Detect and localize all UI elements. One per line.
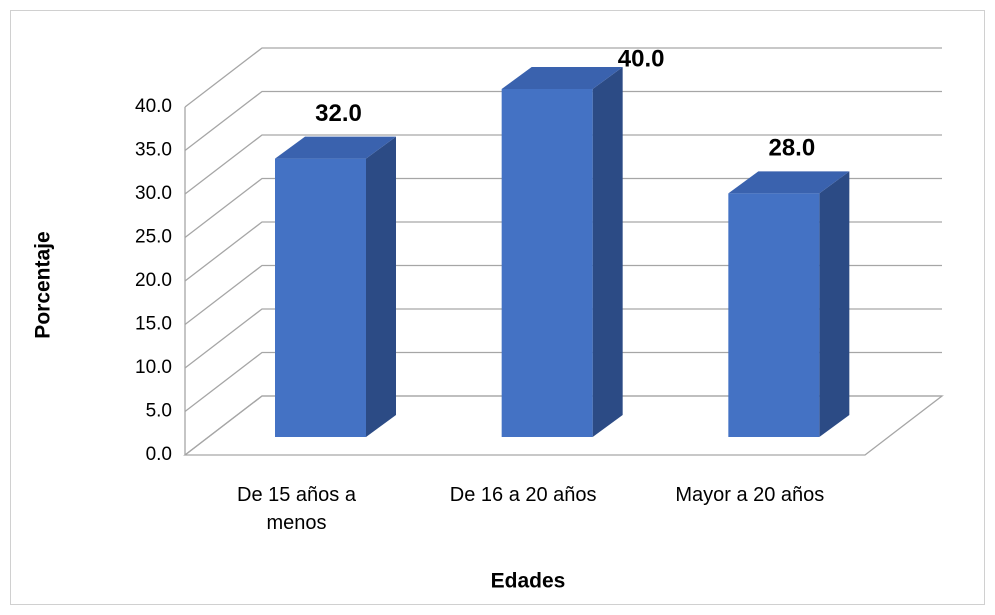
grid-line [184, 351, 942, 413]
y-tick-label: 15.0 [135, 314, 172, 335]
grid-line [184, 264, 942, 326]
bar-top [275, 136, 396, 159]
bar [501, 89, 593, 437]
y-tick-label: 0.0 [146, 444, 172, 465]
grid-line [184, 308, 942, 369]
y-tick-label: 35.0 [135, 140, 172, 161]
bar [728, 193, 820, 437]
bar-top [501, 67, 623, 89]
grid-line [184, 177, 942, 239]
data-label: 32.0 [315, 100, 362, 127]
y-tick-label: 25.0 [135, 227, 172, 248]
bar-side [366, 136, 396, 437]
y-tick-label: 10.0 [135, 357, 172, 378]
grid-line [184, 90, 942, 152]
y-tick-label: 40.0 [135, 96, 172, 117]
grid-line [184, 395, 942, 456]
y-tick-label: 20.0 [135, 270, 172, 291]
bar [275, 158, 366, 437]
x-axis-title: Edades [491, 570, 566, 593]
grid-line [184, 221, 942, 282]
bar-side [819, 171, 850, 437]
grid-line [184, 134, 942, 195]
data-label: 40.0 [618, 45, 665, 72]
y-tick-label: 5.0 [146, 401, 172, 422]
x-tick-label: De 15 años a menos [237, 484, 356, 534]
x-tick-label: Mayor a 20 años [675, 484, 825, 506]
bar-top [728, 171, 850, 194]
x-tick-label: De 16 a 20 años [449, 484, 597, 506]
bar-side [592, 67, 623, 437]
data-label: 28.0 [768, 135, 815, 162]
y-tick-label: 30.0 [135, 183, 172, 204]
y-axis-title: Porcentaje [32, 231, 55, 338]
grid-line [184, 47, 942, 108]
chart-border [10, 10, 985, 605]
